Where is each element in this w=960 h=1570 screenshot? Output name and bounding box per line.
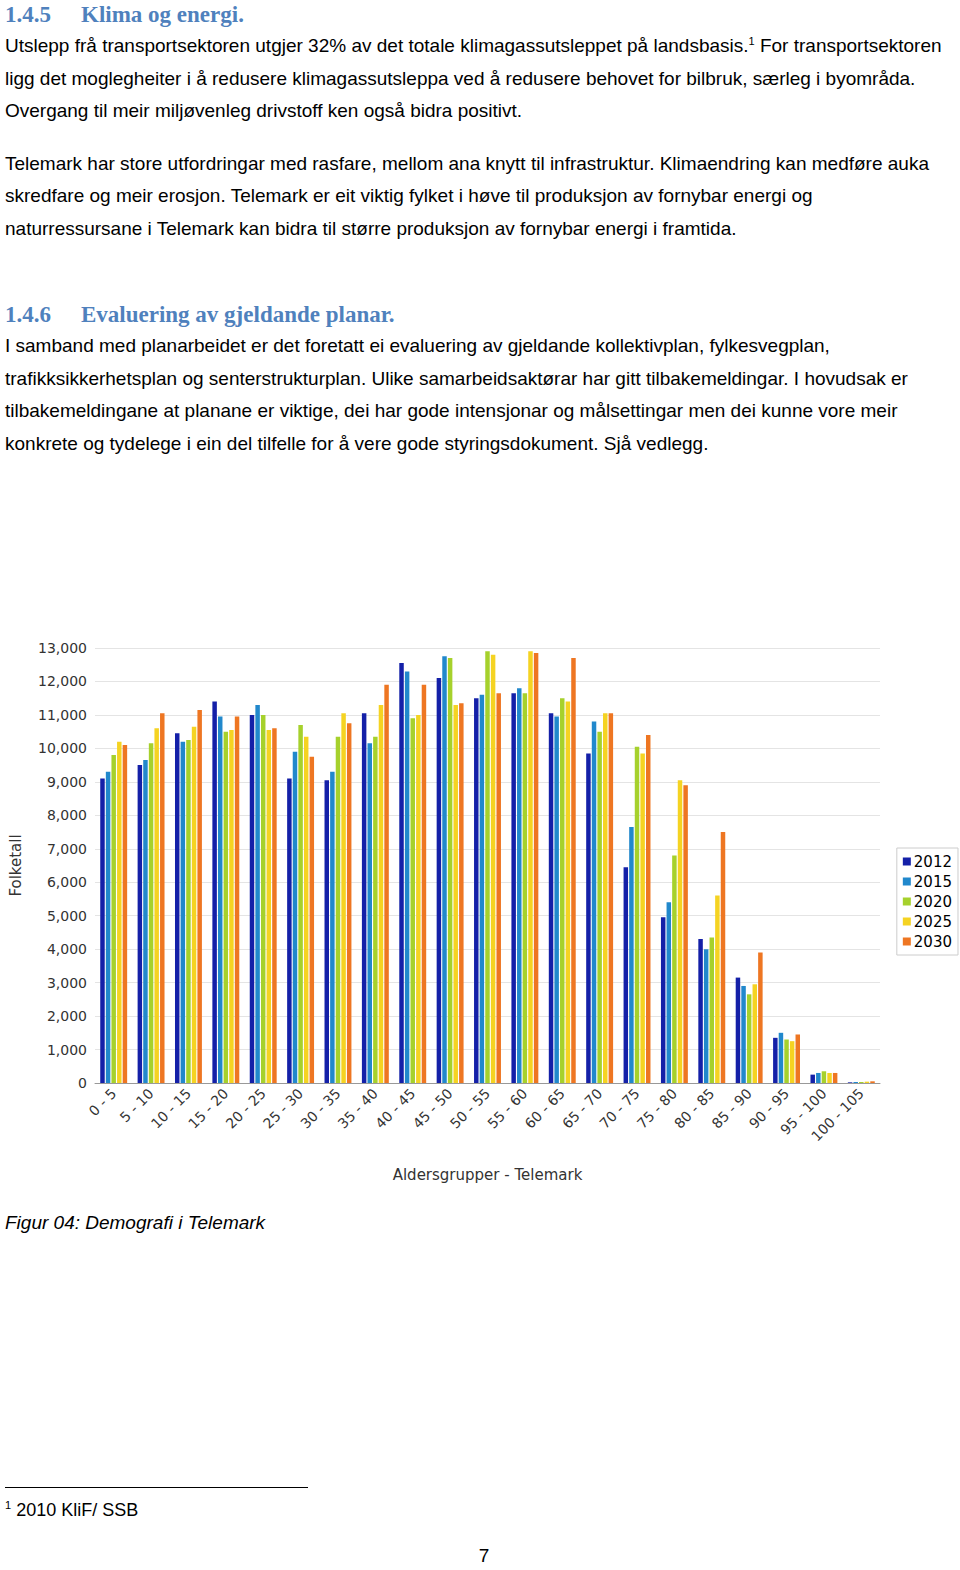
svg-text:6,000: 6,000 bbox=[47, 874, 87, 890]
svg-text:75 - 80: 75 - 80 bbox=[634, 1085, 680, 1131]
svg-text:3,000: 3,000 bbox=[47, 975, 87, 991]
svg-text:80 - 85: 80 - 85 bbox=[671, 1085, 717, 1131]
svg-text:0 - 5: 0 - 5 bbox=[86, 1085, 120, 1119]
svg-text:2012: 2012 bbox=[914, 853, 952, 871]
svg-text:85 - 90: 85 - 90 bbox=[708, 1085, 754, 1131]
svg-text:45 - 50: 45 - 50 bbox=[409, 1085, 455, 1131]
svg-text:65 - 70: 65 - 70 bbox=[559, 1085, 605, 1131]
html-text:1.4.6: 1.4.6 bbox=[5, 302, 51, 327]
svg-text:9,000: 9,000 bbox=[47, 774, 87, 790]
svg-text:20 - 25: 20 - 25 bbox=[223, 1085, 269, 1131]
svg-text:40 - 45: 40 - 45 bbox=[372, 1085, 418, 1131]
html-text:Figur 04: Demografi i Telemark: Figur 04: Demografi i Telemark bbox=[5, 1212, 266, 1233]
svg-text:70 - 75: 70 - 75 bbox=[596, 1085, 642, 1131]
html-text:1: 1 bbox=[5, 1499, 12, 1511]
svg-text:35 - 40: 35 - 40 bbox=[335, 1085, 381, 1131]
html-text:Evaluering av gjeldande planar: Evaluering av gjeldande planar. bbox=[81, 302, 395, 327]
svg-text:12,000: 12,000 bbox=[38, 673, 87, 689]
svg-text:2030: 2030 bbox=[914, 933, 952, 951]
svg-text:30 - 35: 30 - 35 bbox=[297, 1085, 343, 1131]
svg-text:55 - 60: 55 - 60 bbox=[484, 1085, 530, 1131]
svg-text:2025: 2025 bbox=[914, 913, 952, 931]
svg-text:100 - 105: 100 - 105 bbox=[808, 1085, 867, 1144]
svg-text:10 - 15: 10 - 15 bbox=[148, 1085, 194, 1131]
svg-text:2,000: 2,000 bbox=[47, 1008, 87, 1024]
svg-text:4,000: 4,000 bbox=[47, 941, 87, 957]
svg-text:60 - 65: 60 - 65 bbox=[522, 1085, 568, 1131]
html-text:I samband med planarbeidet er: I samband med planarbeidet er det foreta… bbox=[5, 335, 908, 454]
svg-text:Aldersgrupper - Telemark: Aldersgrupper - Telemark bbox=[393, 1166, 583, 1184]
html-text:Utslepp frå transportsektoren: Utslepp frå transportsektoren utgjer 32%… bbox=[5, 34, 942, 122]
svg-text:2020: 2020 bbox=[914, 893, 952, 911]
svg-text:1,000: 1,000 bbox=[47, 1042, 87, 1058]
svg-text:11,000: 11,000 bbox=[38, 707, 87, 723]
svg-text:Folketall: Folketall bbox=[7, 834, 25, 896]
svg-text:90 - 95: 90 - 95 bbox=[745, 1085, 793, 1132]
svg-text:7,000: 7,000 bbox=[47, 841, 87, 857]
svg-text:2015: 2015 bbox=[914, 873, 952, 891]
svg-text:0: 0 bbox=[78, 1075, 87, 1091]
svg-text:50 - 55: 50 - 55 bbox=[447, 1085, 493, 1131]
svg-text:10,000: 10,000 bbox=[38, 740, 87, 756]
svg-text:15 - 20: 15 - 20 bbox=[185, 1085, 231, 1131]
html-text:1.4.5: 1.4.5 bbox=[5, 2, 51, 27]
svg-text:8,000: 8,000 bbox=[47, 807, 87, 823]
svg-text:95 - 100: 95 - 100 bbox=[777, 1085, 830, 1138]
html-text:2010 KliF/ SSB: 2010 KliF/ SSB bbox=[11, 1500, 139, 1520]
html-text:Klima og energi.: Klima og energi. bbox=[81, 2, 244, 27]
svg-text:5 - 10: 5 - 10 bbox=[116, 1085, 157, 1126]
svg-text:5,000: 5,000 bbox=[47, 908, 87, 924]
html-text:7: 7 bbox=[478, 1545, 490, 1566]
html-text:Telemark har store utfordringa: Telemark har store utfordringar med rasf… bbox=[5, 152, 929, 239]
svg-text:13,000: 13,000 bbox=[38, 640, 87, 656]
svg-text:25 - 30: 25 - 30 bbox=[260, 1085, 306, 1131]
